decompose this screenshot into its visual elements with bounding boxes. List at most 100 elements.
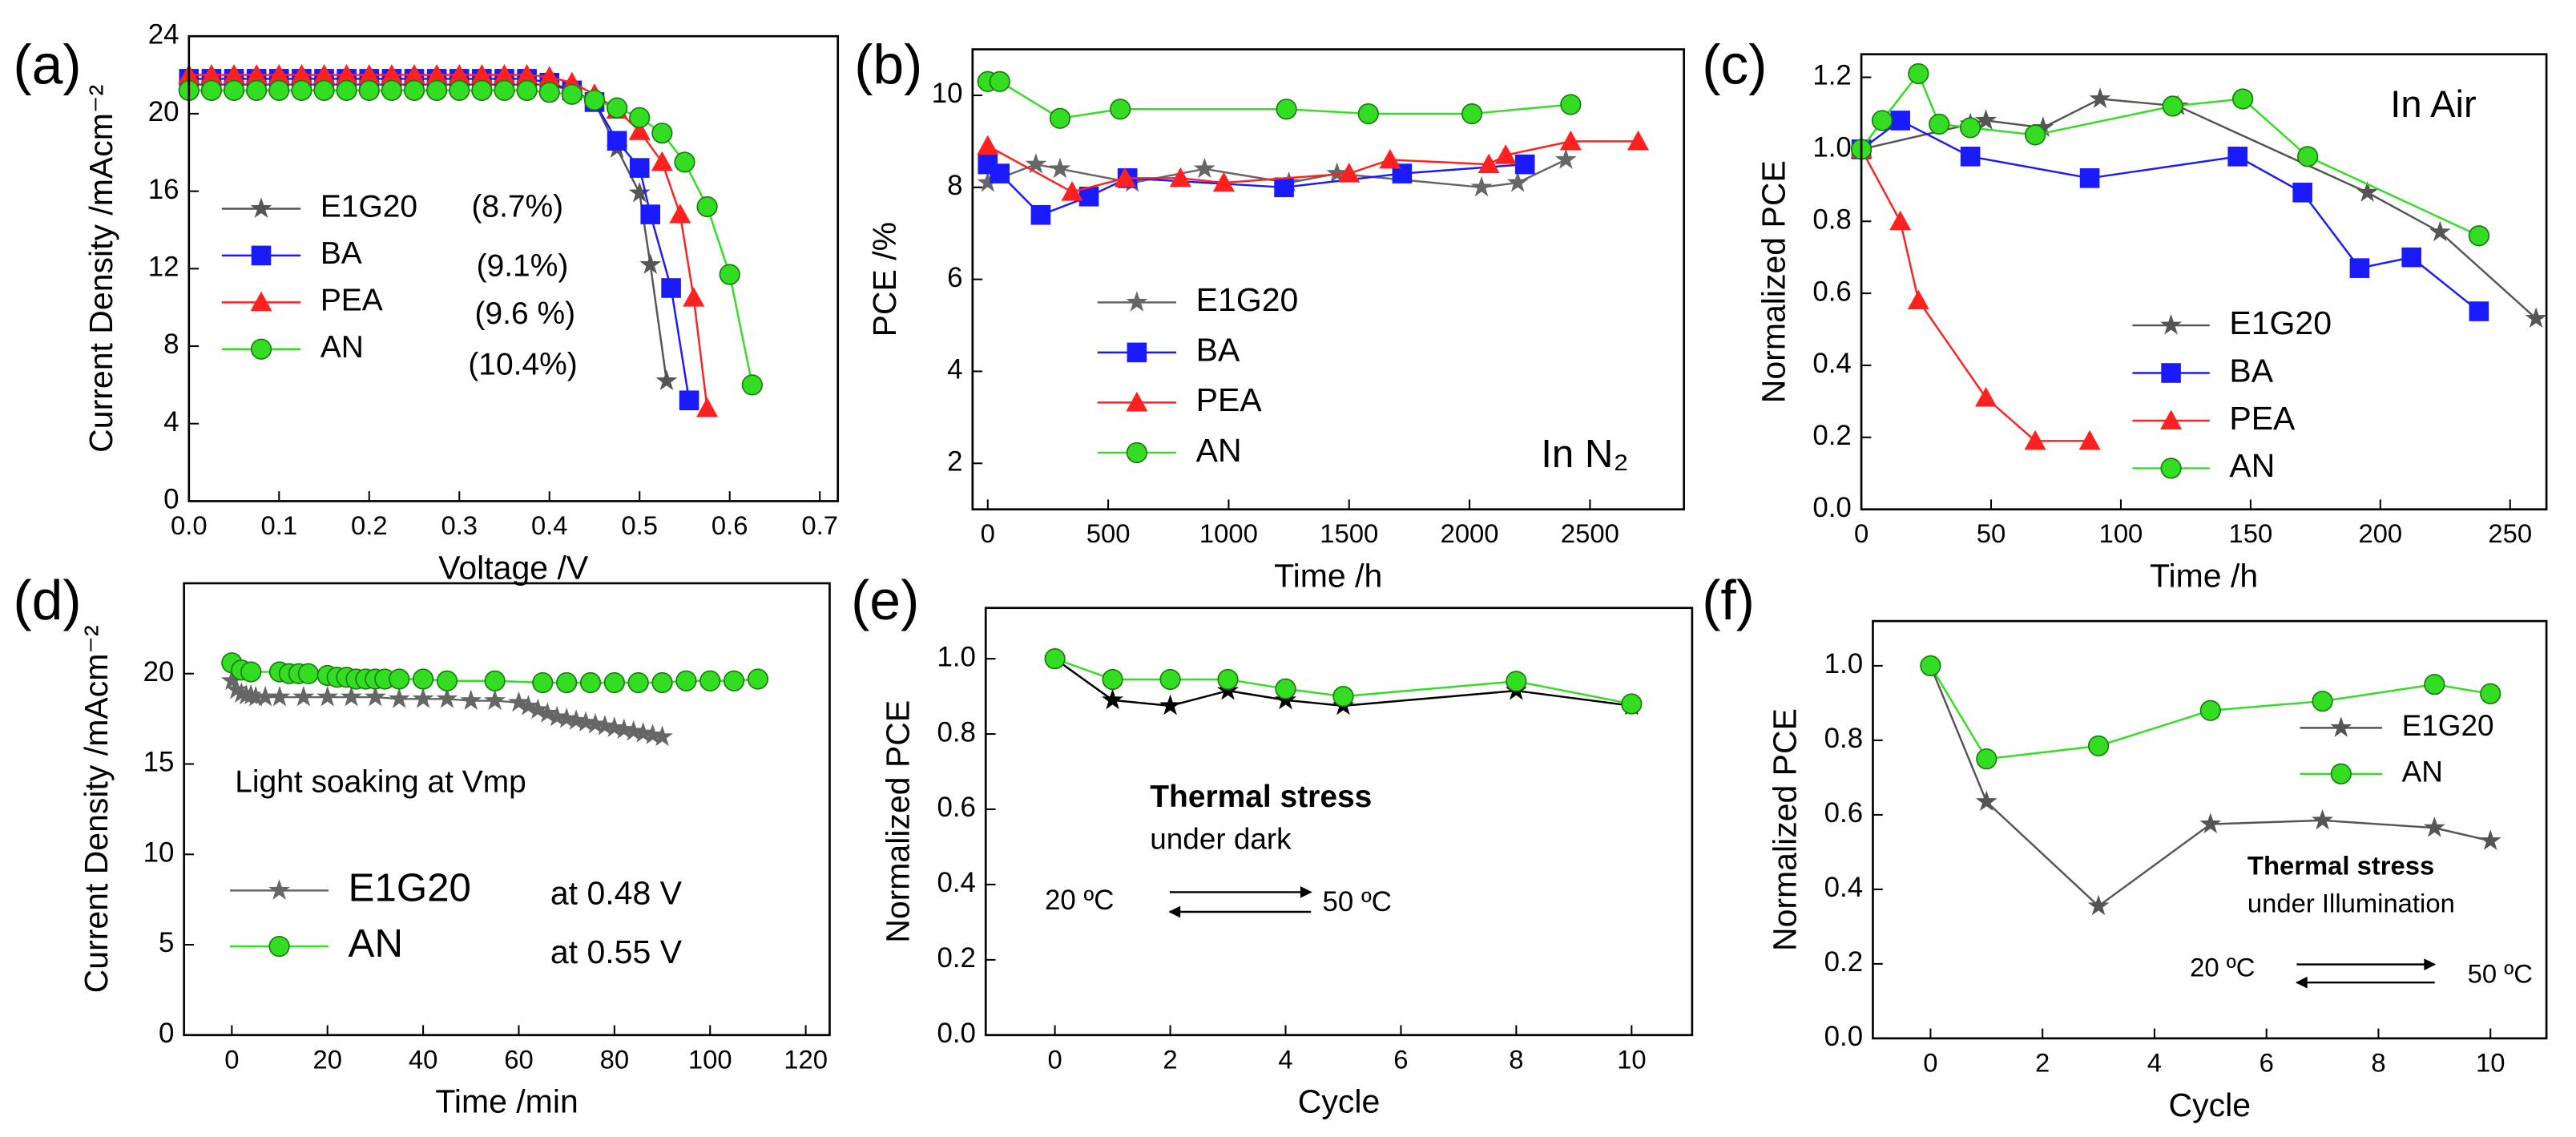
marker-star [364,685,386,707]
marker-circle [1159,668,1181,691]
marker-triangle [1627,130,1650,151]
marker-star [536,702,558,723]
x-axis-label: Time /min [435,1083,578,1120]
marker-circle [1332,685,1354,708]
marker-square [629,158,650,178]
marker-star [639,253,662,274]
marker-triangle [403,63,425,84]
marker-triangle [1169,167,1191,187]
marker-circle [246,79,268,101]
x-tick-label: 0.4 [531,510,568,540]
legend-marker [2160,313,2183,335]
y-tick-label: 1.0 [1812,132,1851,163]
marker-circle [579,671,602,694]
marker-star [526,698,549,720]
marker-triangle [448,63,470,84]
x-tick-label: 0.1 [260,510,297,540]
marker-circle [1871,110,1893,131]
y-tick-label: 10 [143,837,175,868]
marker-star [2032,116,2054,137]
panel-label: (a) [13,34,81,96]
marker-star [517,695,539,716]
marker-triangle [1114,167,1136,187]
x-tick-label: 0 [1047,1044,1062,1074]
x-tick-label: 0 [1923,1047,1937,1077]
y-tick-label: 6 [947,262,962,293]
series-line [1860,71,2480,237]
x-tick-label: 4 [1278,1044,1292,1074]
marker-square [990,163,1010,183]
marker-star [1025,152,1047,174]
legend-marker [250,291,272,312]
x-tick-label: 4 [2147,1047,2162,1077]
x-tick-label: 250 [2488,518,2532,548]
annotation: under Illumination [2247,889,2455,918]
y-tick-label: 0.0 [1812,492,1851,523]
marker-circle [699,670,721,691]
y-tick-label: 1.2 [1812,60,1851,91]
marker-star [655,369,678,390]
x-tick-label: 6 [2260,1047,2274,1077]
x-tick-label: 10 [1617,1044,1646,1074]
marker-circle [606,97,628,119]
panel-label: (c) [1702,34,1767,96]
marker-circle [2480,683,2501,704]
y-tick-label: 24 [148,18,179,50]
marker-square [1514,154,1535,175]
legend-label: PEA [1196,381,1263,418]
y-tick-label: 0.8 [937,716,975,748]
marker-star [1159,694,1181,716]
marker-star [2356,181,2379,202]
marker-circle [629,107,651,128]
x-tick-label: 2 [2035,1047,2050,1077]
y-axis-label: Normalized PCE [1755,160,1792,403]
panel-label: (b) [854,34,922,96]
marker-circle [1110,99,1131,120]
legend-marker [250,197,272,218]
y-tick-label: 20 [148,96,179,127]
legend-label: E1G20 [320,190,417,224]
x-tick-label: 80 [600,1044,629,1074]
marker-star [2312,808,2334,830]
marker-circle [1929,113,1950,135]
marker-circle [561,83,583,105]
marker-circle [538,82,560,103]
marker-star [508,691,530,712]
marker-square [1960,147,1981,167]
x-tick-label: 40 [409,1044,437,1074]
marker-circle [2162,95,2183,117]
legend-marker [1126,291,1148,312]
marker-triangle [1061,181,1083,201]
marker-circle [1560,94,1582,115]
marker-circle [381,79,403,101]
marker-square [679,390,699,411]
annotation: 50 ºC [1323,886,1392,917]
marker-circle [989,71,1010,92]
marker-star [268,685,291,707]
legend-marker [2330,763,2352,784]
x-axis-label: Voltage /V [438,549,589,586]
marker-circle [412,668,434,690]
series-line [1860,148,2090,442]
y-tick-label: 1.0 [937,641,975,672]
legend-label: BA [320,236,362,271]
legend-marker [1127,342,1147,363]
marker-triangle [2024,429,2046,450]
marker-star [460,689,482,710]
marker-star [1506,171,1529,192]
marker-circle [313,79,335,101]
marker-circle [223,79,245,101]
marker-circle [436,670,458,691]
marker-circle [651,122,673,144]
legend-marker [2330,716,2352,737]
marker-triangle [1889,210,1912,231]
x-tick-label: 0 [224,1044,239,1074]
marker-star [2525,307,2547,328]
y-tick-label: 0.2 [1812,420,1851,451]
marker-star [1975,790,1998,812]
annotation: In Air [2390,83,2476,125]
x-tick-label: 10 [2476,1047,2505,1077]
marker-triangle [669,204,691,224]
marker-circle [1357,103,1379,125]
marker-star [1326,162,1348,183]
